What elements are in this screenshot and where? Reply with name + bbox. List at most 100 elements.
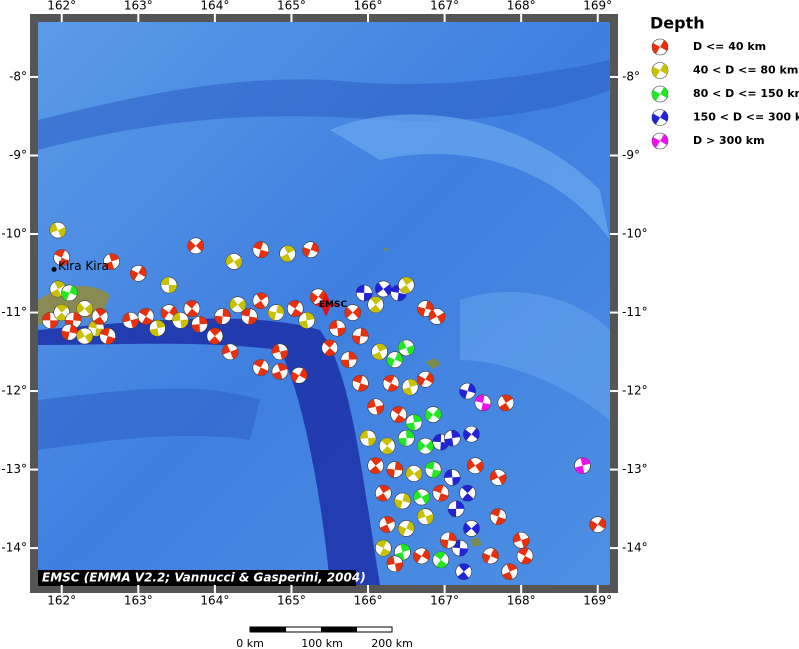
event <box>386 461 404 478</box>
ball-wedge <box>444 469 461 486</box>
event <box>302 241 319 259</box>
ball-wedge <box>344 306 361 319</box>
event <box>344 304 362 321</box>
ball-wedge <box>214 308 231 325</box>
event <box>375 539 392 557</box>
event <box>149 319 166 337</box>
ball-wedge <box>222 344 239 360</box>
event <box>432 484 450 502</box>
lat-label: -10° <box>1 227 27 241</box>
ball-wedge <box>406 414 422 431</box>
legend-symbol <box>651 132 669 150</box>
ball-wedge <box>390 284 407 301</box>
ball-wedge <box>652 134 669 148</box>
ball-wedge <box>369 296 382 313</box>
ball-wedge <box>103 253 120 270</box>
event <box>378 437 396 455</box>
lat-label: -10° <box>622 227 648 241</box>
event <box>160 304 178 321</box>
event <box>61 284 78 302</box>
event <box>49 221 67 239</box>
ball-wedge <box>367 398 384 415</box>
event <box>428 308 446 325</box>
event <box>352 327 369 345</box>
lon-label: 163° <box>124 594 153 608</box>
ball-wedge <box>160 306 177 320</box>
event <box>371 343 388 361</box>
event <box>378 516 396 533</box>
ball-wedge <box>191 316 208 333</box>
ball-wedge <box>298 312 315 329</box>
event <box>589 516 607 533</box>
ball-wedge <box>360 430 377 447</box>
lon-label: 168° <box>507 0 536 13</box>
event <box>206 327 224 345</box>
event <box>417 370 434 388</box>
legend-symbol <box>651 109 669 126</box>
ball-wedge <box>50 280 66 297</box>
ball-wedge <box>61 324 78 340</box>
event <box>474 394 492 412</box>
lat-label: -11° <box>622 305 648 319</box>
event <box>398 429 415 447</box>
ball-wedge <box>475 394 491 411</box>
event <box>41 312 59 329</box>
ball-wedge <box>271 344 288 360</box>
ball-wedge <box>208 328 221 345</box>
ball-wedge <box>440 532 457 549</box>
event <box>252 241 270 259</box>
place-dot <box>51 266 57 272</box>
ball-wedge <box>417 300 434 317</box>
ball-wedge <box>652 110 669 125</box>
ball-wedge <box>42 312 59 329</box>
lat-label: -14° <box>1 541 27 555</box>
event <box>512 531 530 549</box>
event <box>459 382 476 400</box>
event <box>405 465 423 482</box>
event <box>375 484 392 502</box>
ball-wedge <box>88 320 105 337</box>
lon-label: 169° <box>583 594 612 608</box>
legend-symbol <box>651 38 669 56</box>
event <box>394 543 411 561</box>
ball-wedge <box>372 343 387 360</box>
event <box>417 300 434 317</box>
event <box>76 327 94 345</box>
event <box>398 276 415 294</box>
event <box>394 492 411 510</box>
event <box>321 339 339 357</box>
event <box>172 312 189 329</box>
event <box>187 237 205 255</box>
credit-box <box>38 570 356 586</box>
event <box>516 547 534 565</box>
lon-label: 166° <box>354 0 383 13</box>
lat-label: -13° <box>1 462 27 476</box>
ball-wedge <box>172 312 189 329</box>
ball-wedge <box>398 340 415 356</box>
event <box>443 469 461 486</box>
ball-wedge <box>517 547 533 564</box>
ball-wedge <box>394 544 411 561</box>
lon-label: 167° <box>430 594 459 608</box>
event <box>405 414 423 431</box>
scale-label: 0 km <box>236 637 264 649</box>
scale-label: 200 km <box>371 637 413 649</box>
ball-wedge <box>386 352 403 368</box>
event <box>267 304 285 321</box>
ball-wedge <box>432 434 449 451</box>
ball-wedge <box>329 320 346 337</box>
ball-wedge <box>574 457 591 474</box>
ball-wedge <box>291 368 308 383</box>
event <box>390 406 407 423</box>
ball-wedge <box>457 563 470 580</box>
lon-label: 165° <box>277 0 306 13</box>
ball-wedge <box>356 284 373 301</box>
event <box>61 323 78 341</box>
ball-wedge <box>253 359 269 376</box>
event <box>183 300 201 317</box>
ball-wedge <box>652 63 668 78</box>
ball-wedge <box>459 383 476 399</box>
event <box>417 508 434 525</box>
lat-label: -11° <box>1 305 27 319</box>
